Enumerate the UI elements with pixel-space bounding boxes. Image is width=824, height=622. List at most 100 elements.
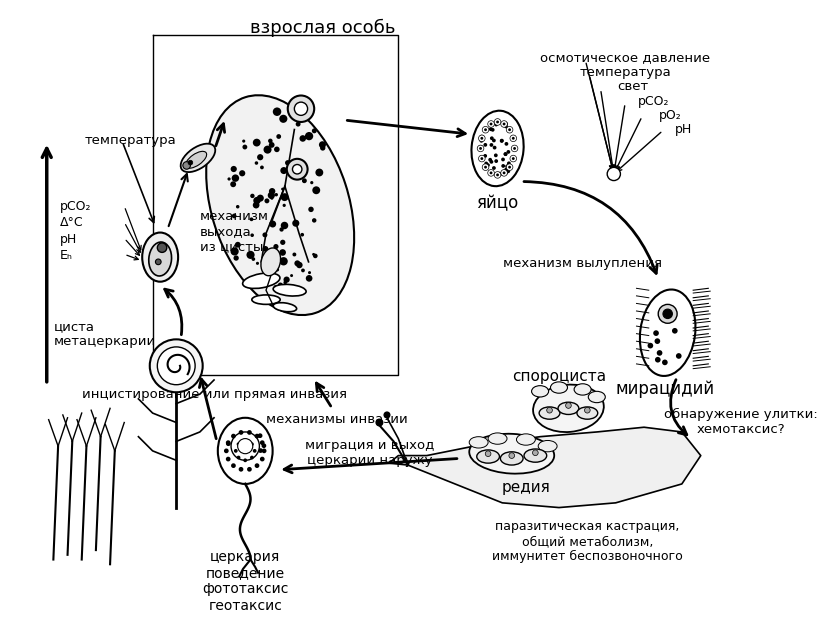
Circle shape xyxy=(310,181,313,184)
Ellipse shape xyxy=(261,248,281,276)
Circle shape xyxy=(302,179,307,183)
Text: Eₕ: Eₕ xyxy=(60,249,73,262)
Circle shape xyxy=(607,167,620,180)
Circle shape xyxy=(501,164,505,168)
Circle shape xyxy=(484,154,487,158)
Circle shape xyxy=(316,169,323,177)
Circle shape xyxy=(480,135,484,139)
Ellipse shape xyxy=(471,111,524,186)
Circle shape xyxy=(494,154,498,157)
Circle shape xyxy=(305,132,313,141)
Circle shape xyxy=(260,457,265,462)
Circle shape xyxy=(485,128,487,131)
Circle shape xyxy=(503,152,508,156)
Circle shape xyxy=(183,162,190,169)
Polygon shape xyxy=(389,427,700,508)
Circle shape xyxy=(293,164,302,174)
Circle shape xyxy=(262,233,267,238)
Circle shape xyxy=(226,442,231,446)
Circle shape xyxy=(260,165,264,169)
Circle shape xyxy=(510,156,517,162)
Circle shape xyxy=(237,439,253,453)
Circle shape xyxy=(312,218,316,223)
Circle shape xyxy=(489,160,494,164)
Circle shape xyxy=(663,309,672,318)
Circle shape xyxy=(232,213,236,218)
Circle shape xyxy=(507,150,510,154)
Circle shape xyxy=(285,160,290,165)
Circle shape xyxy=(489,128,493,131)
Circle shape xyxy=(257,154,264,160)
Ellipse shape xyxy=(143,233,178,282)
Circle shape xyxy=(479,135,485,142)
Circle shape xyxy=(253,202,260,208)
Circle shape xyxy=(496,174,499,176)
Circle shape xyxy=(274,193,278,197)
Circle shape xyxy=(500,139,503,143)
Circle shape xyxy=(236,205,240,208)
Circle shape xyxy=(275,268,279,271)
Ellipse shape xyxy=(252,295,280,304)
Circle shape xyxy=(243,440,247,443)
Text: Δ°C: Δ°C xyxy=(60,216,83,230)
Circle shape xyxy=(313,254,317,258)
Circle shape xyxy=(509,453,514,458)
Text: свет: свет xyxy=(617,80,648,93)
Circle shape xyxy=(283,281,287,284)
Circle shape xyxy=(508,165,511,169)
Circle shape xyxy=(288,96,314,122)
Circle shape xyxy=(510,135,517,142)
Circle shape xyxy=(288,288,293,292)
Circle shape xyxy=(243,458,247,462)
Circle shape xyxy=(485,162,488,165)
Circle shape xyxy=(672,328,677,333)
Circle shape xyxy=(247,467,252,471)
Circle shape xyxy=(655,357,661,363)
Ellipse shape xyxy=(558,402,578,414)
Circle shape xyxy=(239,446,244,451)
Circle shape xyxy=(296,122,301,126)
Ellipse shape xyxy=(469,437,488,448)
Circle shape xyxy=(156,259,162,265)
Circle shape xyxy=(488,121,494,128)
Ellipse shape xyxy=(517,434,536,445)
Circle shape xyxy=(239,437,244,442)
Circle shape xyxy=(494,119,501,125)
Circle shape xyxy=(654,338,660,344)
Circle shape xyxy=(280,239,285,245)
Circle shape xyxy=(482,126,489,133)
Circle shape xyxy=(265,198,269,203)
Circle shape xyxy=(494,123,498,126)
Ellipse shape xyxy=(273,284,307,296)
Circle shape xyxy=(490,136,494,140)
Ellipse shape xyxy=(577,407,597,419)
Circle shape xyxy=(484,143,487,147)
Circle shape xyxy=(269,142,274,148)
Ellipse shape xyxy=(574,384,591,395)
Circle shape xyxy=(250,193,255,198)
Circle shape xyxy=(239,467,243,471)
Circle shape xyxy=(253,449,256,453)
Circle shape xyxy=(584,407,590,413)
Text: механизм вылупления: механизм вылупления xyxy=(503,257,662,270)
Circle shape xyxy=(489,143,494,147)
Circle shape xyxy=(480,136,484,140)
Circle shape xyxy=(287,159,307,180)
Circle shape xyxy=(264,146,272,154)
Circle shape xyxy=(239,170,246,177)
Circle shape xyxy=(258,434,263,438)
Circle shape xyxy=(232,174,239,182)
Circle shape xyxy=(224,448,229,453)
Circle shape xyxy=(480,137,483,140)
Circle shape xyxy=(477,145,484,152)
Circle shape xyxy=(480,139,484,142)
Circle shape xyxy=(492,166,496,170)
Circle shape xyxy=(269,221,276,228)
Circle shape xyxy=(236,442,241,446)
Text: рСО₂: рСО₂ xyxy=(60,200,91,213)
Circle shape xyxy=(274,244,279,249)
Circle shape xyxy=(293,171,297,174)
Circle shape xyxy=(230,181,236,187)
Circle shape xyxy=(292,166,299,173)
Circle shape xyxy=(279,114,288,123)
